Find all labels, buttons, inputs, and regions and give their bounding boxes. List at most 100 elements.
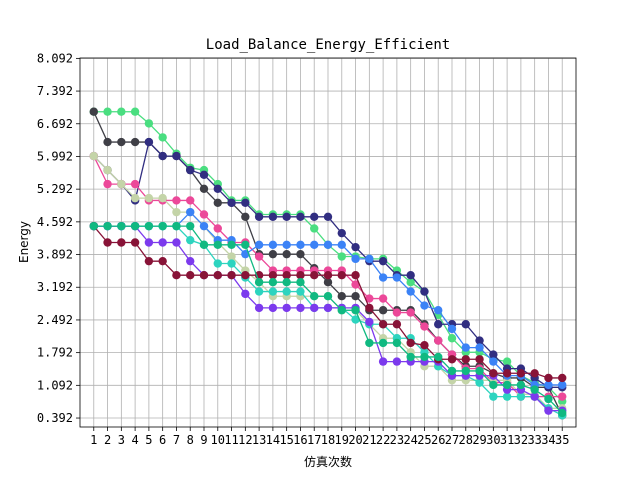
data-point [117,238,126,247]
data-point [227,240,236,250]
data-point [199,184,209,193]
data-point [241,289,250,299]
series-10 [89,221,567,418]
data-point [144,256,154,266]
y-tick-label: 5.292 [37,182,73,196]
data-point [282,270,291,280]
y-axis-label: Energy [17,221,31,263]
data-point [351,270,360,280]
x-tick-label: 32 [514,433,528,447]
data-point [489,380,498,390]
data-point [447,324,457,334]
data-point [489,350,498,359]
data-point [254,287,264,296]
data-point [558,408,567,418]
data-point [406,308,415,317]
data-point [420,301,429,310]
data-point [530,369,539,378]
data-point [186,256,195,266]
data-point [558,373,567,383]
y-tick-label: 0.392 [37,411,73,425]
data-point [530,385,539,394]
data-point [158,133,167,142]
x-tick-label: 10 [211,433,225,447]
data-point [516,392,526,401]
data-point [227,270,236,280]
data-point [475,343,484,352]
data-point [337,228,346,238]
data-point [89,221,98,231]
data-point [337,292,346,301]
data-point [158,221,167,231]
data-point [502,369,512,378]
data-point [406,278,415,287]
data-point [558,380,567,390]
data-point [447,334,457,343]
data-point [282,240,291,250]
data-point [351,306,360,315]
data-point [310,303,319,313]
data-point [323,240,333,250]
x-axis-label: 仿真次数 [304,454,352,469]
data-point [434,306,443,315]
data-point [103,238,112,247]
data-point [502,357,512,366]
data-point [172,221,181,231]
data-point [489,392,498,401]
data-point [337,240,346,250]
data-point [475,378,484,387]
data-point [117,107,126,116]
data-point [172,196,181,205]
data-point [351,254,360,264]
data-point [296,249,305,259]
data-point [420,287,429,296]
data-point [213,224,222,233]
data-point [186,165,195,175]
data-point [544,394,553,404]
data-point [282,303,291,313]
x-tick-label: 34 [541,433,555,447]
data-point [296,212,305,222]
x-tick-label: 3 [118,433,125,447]
data-point [392,273,402,282]
data-point [365,254,374,264]
data-point [268,212,278,222]
y-tick-label: 1.792 [37,346,73,360]
data-point [296,303,305,313]
data-point [310,224,319,233]
data-point [544,380,553,390]
y-axis-ticks: 0.392 1.092 1.792 2.492 3.192 3.892 4.592 5.292… [37,51,80,425]
data-point [337,306,346,315]
data-point [461,366,470,376]
x-tick-label: 25 [417,433,431,447]
data-point [199,240,209,250]
data-point [296,270,305,280]
data-point [323,303,333,313]
data-point [199,270,209,280]
x-tick-label: 23 [390,433,404,447]
data-point [392,357,402,366]
data-point [461,320,470,329]
data-point [89,107,98,116]
y-tick-label: 4.592 [37,215,73,229]
data-point [296,278,305,287]
data-point [227,198,236,207]
data-point [489,357,498,366]
data-point [103,137,112,147]
y-tick-label: 8.092 [37,51,73,65]
data-point [186,221,195,231]
data-point [406,287,415,296]
data-point [130,238,140,247]
y-tick-label: 3.192 [37,280,73,294]
data-point [199,170,209,179]
x-tick-label: 13 [252,433,266,447]
data-point [310,270,319,280]
data-point [172,238,181,247]
data-point [310,240,319,250]
data-point [241,270,250,280]
x-tick-label: 35 [555,433,569,447]
data-point [406,338,415,348]
data-point [117,137,126,147]
data-point [268,278,278,287]
